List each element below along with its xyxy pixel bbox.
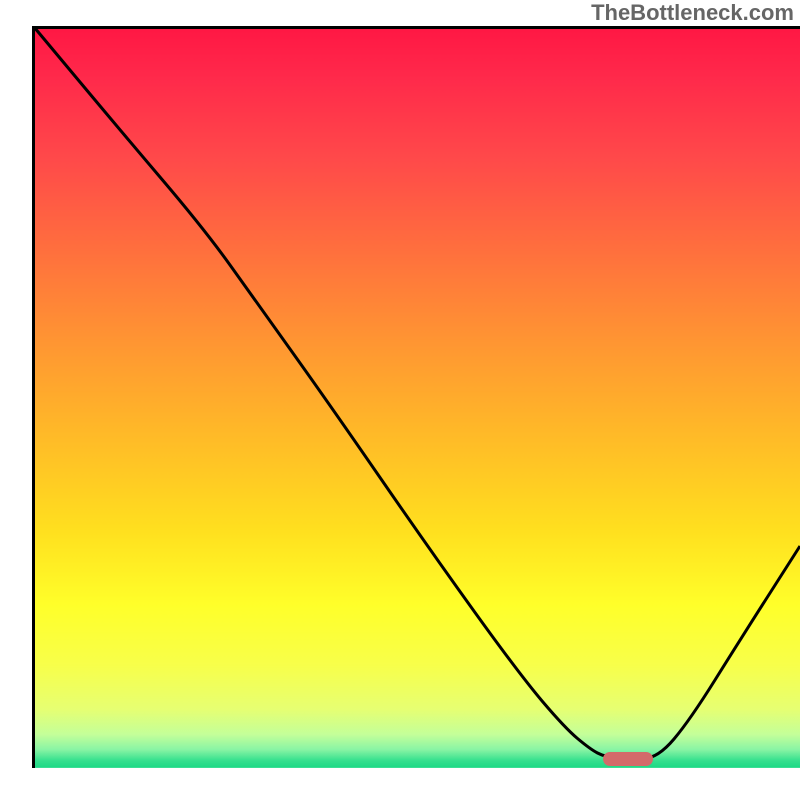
optimal-marker — [603, 752, 653, 766]
frame-top — [32, 26, 800, 29]
outer-band-left — [0, 0, 32, 800]
bottleneck-curve — [34, 27, 800, 759]
outer-band-bottom — [0, 768, 800, 800]
frame-left — [32, 26, 35, 771]
watermark-label: TheBottleneck.com — [591, 0, 794, 26]
curve-layer — [0, 0, 800, 800]
bottleneck-chart: TheBottleneck.com — [0, 0, 800, 800]
